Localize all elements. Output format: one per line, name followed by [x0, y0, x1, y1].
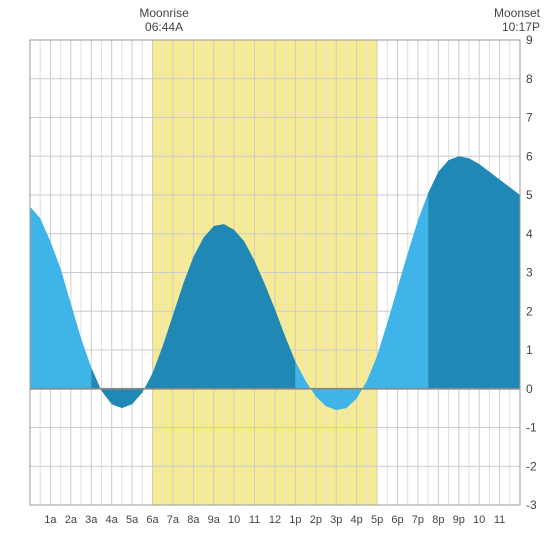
x-tick-label: 6p: [391, 514, 403, 526]
x-tick-label: 9p: [453, 514, 465, 526]
x-tick-label: 1a: [44, 514, 57, 526]
y-tick-label: -1: [526, 421, 537, 435]
x-tick-label: 11: [494, 514, 505, 526]
x-tick-label: 4p: [351, 514, 363, 526]
x-tick-label: 2p: [310, 514, 322, 526]
y-tick-label: 9: [526, 33, 533, 47]
y-tick-label: 3: [526, 266, 533, 280]
x-tick-label: 7p: [412, 514, 424, 526]
y-tick-label: -3: [526, 498, 537, 512]
x-tick-label: 7a: [167, 514, 180, 526]
y-tick-label: 6: [526, 149, 533, 163]
moonset-label: Moonset 10:17P: [494, 6, 540, 34]
x-tick-label: 5a: [126, 514, 139, 526]
y-tick-label: 8: [526, 72, 533, 86]
x-tick-label: 9a: [208, 514, 221, 526]
x-tick-label: 2a: [65, 514, 78, 526]
x-tick-label: 1p: [289, 514, 301, 526]
y-tick-label: 7: [526, 111, 533, 125]
x-tick-label: 10: [473, 514, 485, 526]
tide-segment: [428, 156, 520, 389]
y-tick-label: -2: [526, 459, 537, 473]
moonrise-title: Moonrise: [139, 6, 188, 20]
x-tick-label: 3a: [85, 514, 98, 526]
tide-chart: Moonrise 06:44A Moonset 10:17P -3-2-1012…: [0, 0, 550, 550]
moonrise-time: 06:44A: [139, 20, 188, 34]
x-tick-label: 6a: [146, 514, 159, 526]
x-tick-label: 3p: [330, 514, 342, 526]
y-tick-label: 1: [526, 343, 533, 357]
y-tick-label: 4: [526, 227, 533, 241]
moonrise-label: Moonrise 06:44A: [139, 6, 188, 34]
x-tick-label: 4a: [106, 514, 119, 526]
y-tick-label: 2: [526, 304, 533, 318]
moonset-title: Moonset: [494, 6, 540, 20]
x-tick-label: 8p: [432, 514, 444, 526]
x-tick-label: 8a: [187, 514, 200, 526]
x-tick-label: 11: [249, 514, 260, 526]
x-tick-label: 12: [269, 514, 281, 526]
chart-svg: -3-2-101234567891a2a3a4a5a6a7a8a9a101112…: [0, 0, 550, 550]
x-tick-label: 10: [228, 514, 240, 526]
y-tick-label: 0: [526, 382, 533, 396]
moonset-time: 10:17P: [494, 20, 540, 34]
x-tick-label: 5p: [371, 514, 383, 526]
y-tick-label: 5: [526, 188, 533, 202]
